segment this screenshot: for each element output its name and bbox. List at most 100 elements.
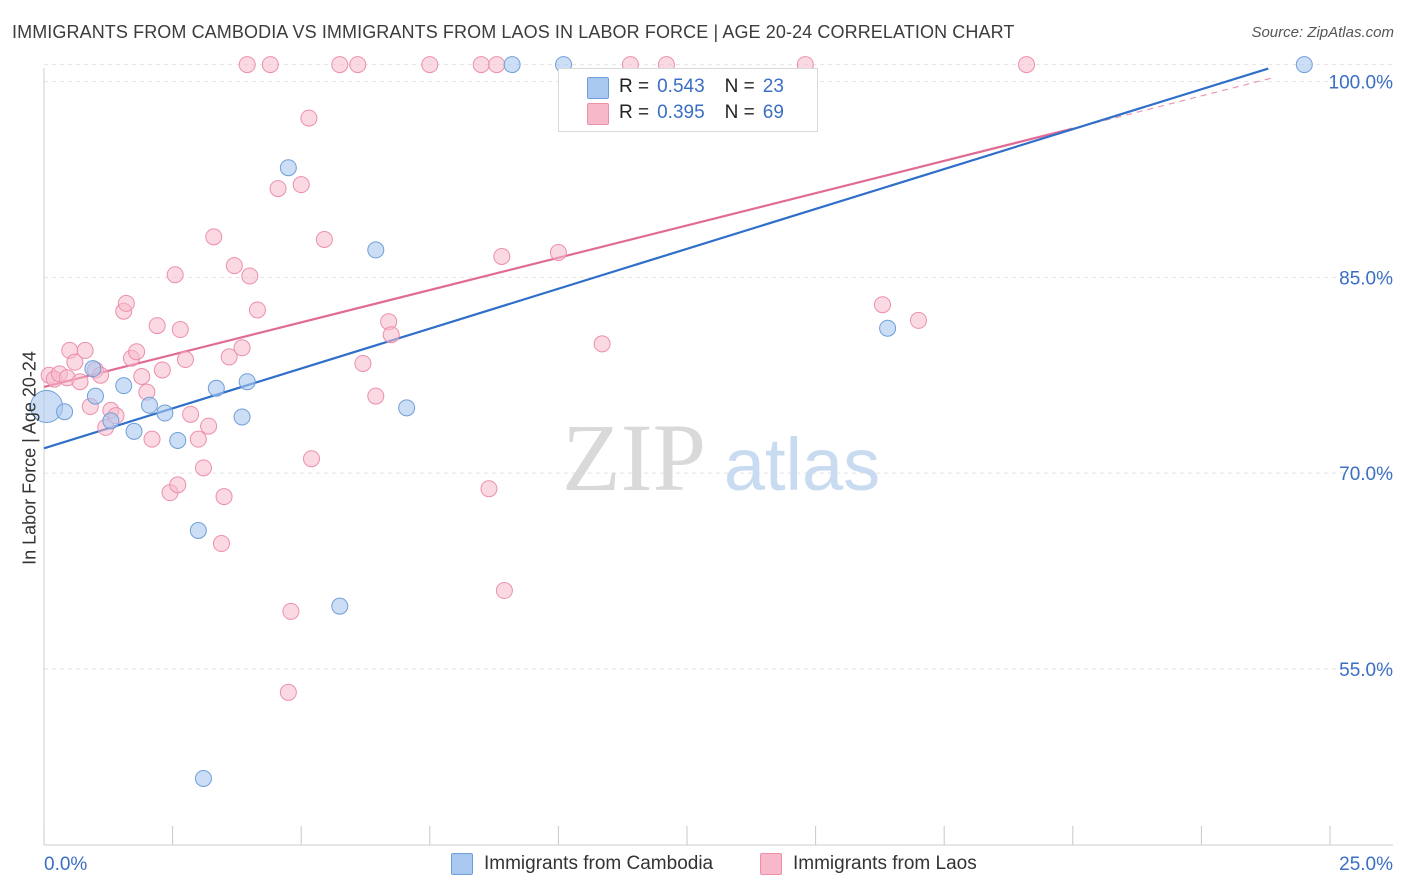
y-tick-label: 85.0% bbox=[1339, 268, 1393, 289]
bottom-legend-swatch-laos bbox=[760, 853, 782, 875]
data-point-cambodia bbox=[1295, 56, 1313, 74]
data-point-laos bbox=[241, 267, 259, 285]
y-tick-label: 70.0% bbox=[1339, 464, 1393, 485]
data-point-laos bbox=[205, 228, 223, 246]
watermark-atlas: atlas bbox=[724, 423, 880, 506]
data-point-laos bbox=[472, 56, 490, 74]
legend-swatch-cambodia bbox=[587, 77, 609, 99]
data-point-laos bbox=[248, 301, 266, 319]
trend-line-laos-extension bbox=[1072, 77, 1274, 130]
data-point-laos bbox=[169, 476, 187, 494]
data-point-laos bbox=[212, 535, 230, 553]
data-point-laos bbox=[300, 109, 318, 127]
data-point-laos bbox=[189, 430, 207, 448]
data-point-laos bbox=[148, 317, 166, 335]
data-point-laos bbox=[549, 244, 567, 262]
data-point-laos bbox=[128, 343, 146, 361]
data-point-laos bbox=[194, 459, 212, 477]
data-point-cambodia bbox=[140, 396, 158, 414]
data-point-laos bbox=[200, 417, 218, 435]
legend-r-value: 0.395 bbox=[657, 102, 705, 123]
data-point-laos bbox=[225, 257, 243, 275]
data-point-laos bbox=[176, 351, 194, 369]
data-point-laos bbox=[143, 430, 161, 448]
legend-n-value: 23 bbox=[762, 76, 784, 97]
data-point-laos bbox=[133, 368, 151, 386]
data-point-laos bbox=[292, 176, 310, 194]
data-point-laos bbox=[493, 247, 511, 265]
data-point-laos bbox=[171, 321, 189, 339]
bottom-legend-label-laos: Immigrants from Laos bbox=[793, 853, 977, 874]
y-tick-label: 55.0% bbox=[1339, 660, 1393, 681]
data-point-laos bbox=[261, 56, 279, 74]
data-point-laos bbox=[76, 341, 94, 359]
data-point-cambodia bbox=[367, 241, 385, 259]
grid-lines bbox=[44, 64, 1393, 670]
data-point-laos bbox=[349, 56, 367, 74]
data-points bbox=[30, 56, 1313, 787]
data-point-cambodia bbox=[194, 769, 212, 787]
data-point-laos bbox=[117, 294, 135, 312]
watermark-zip: ZIP bbox=[562, 404, 706, 511]
bottom-legend-laos: Immigrants from Laos bbox=[760, 850, 977, 878]
legend-n-value: 69 bbox=[762, 102, 784, 123]
data-point-laos bbox=[354, 354, 372, 372]
data-point-cambodia bbox=[879, 319, 897, 337]
data-point-laos bbox=[269, 180, 287, 198]
y-tick-label: 100.0% bbox=[1329, 73, 1394, 94]
legend-row-laos: R = 0.395 N = 69 bbox=[619, 101, 784, 125]
source-credit: Source: ZipAtlas.com bbox=[1251, 24, 1394, 41]
data-point-laos bbox=[331, 56, 349, 74]
data-point-laos bbox=[593, 335, 611, 353]
legend-row-cambodia: R = 0.543 N = 23 bbox=[619, 75, 784, 99]
tick-labels: 55.0% 70.0% 85.0% 100.0% 0.0% 25.0% bbox=[44, 73, 1393, 875]
data-point-cambodia bbox=[84, 360, 102, 378]
x-tick-label: 0.0% bbox=[44, 854, 87, 875]
data-point-cambodia bbox=[279, 159, 297, 177]
data-point-cambodia bbox=[102, 412, 120, 430]
x-tick-label: 25.0% bbox=[1339, 854, 1393, 875]
legend-swatch-laos bbox=[587, 103, 609, 125]
data-point-cambodia bbox=[156, 404, 174, 422]
data-point-laos bbox=[233, 339, 251, 357]
data-point-laos bbox=[66, 353, 84, 371]
data-point-laos bbox=[421, 56, 439, 74]
data-point-laos bbox=[166, 266, 184, 284]
data-point-cambodia bbox=[233, 408, 251, 426]
data-point-laos bbox=[1018, 56, 1036, 74]
legend-r-label: R = bbox=[619, 76, 650, 97]
bottom-legend-swatch-cambodia bbox=[451, 853, 473, 875]
data-point-laos bbox=[220, 348, 238, 366]
watermark: ZIP atlas bbox=[562, 404, 880, 511]
legend-r-label: R = bbox=[619, 102, 650, 123]
data-point-laos bbox=[367, 387, 385, 405]
data-point-laos bbox=[302, 450, 320, 468]
data-point-cambodia bbox=[207, 379, 225, 397]
data-point-laos bbox=[495, 582, 513, 600]
data-point-cambodia bbox=[115, 377, 133, 395]
bottom-legend-label-cambodia: Immigrants from Cambodia bbox=[484, 853, 714, 874]
legend-n-label: N = bbox=[724, 102, 755, 123]
data-point-laos bbox=[153, 361, 171, 379]
data-point-cambodia bbox=[169, 431, 187, 449]
data-point-laos bbox=[238, 56, 256, 74]
data-point-laos bbox=[873, 296, 891, 314]
data-point-laos bbox=[488, 56, 506, 74]
data-point-laos bbox=[279, 683, 297, 701]
data-point-laos bbox=[315, 230, 333, 248]
data-point-laos bbox=[909, 311, 927, 329]
data-point-laos bbox=[282, 602, 300, 620]
data-point-cambodia bbox=[86, 387, 104, 405]
data-point-laos bbox=[480, 480, 498, 498]
bottom-legend-cambodia: Immigrants from Cambodia bbox=[451, 850, 713, 878]
data-point-laos bbox=[71, 373, 89, 391]
data-point-laos bbox=[182, 405, 200, 423]
data-point-cambodia bbox=[125, 422, 143, 440]
chart-title: IMMIGRANTS FROM CAMBODIA VS IMMIGRANTS F… bbox=[12, 22, 1015, 42]
legend-n-label: N = bbox=[724, 76, 755, 97]
data-point-cambodia bbox=[398, 399, 416, 417]
data-point-cambodia bbox=[189, 521, 207, 539]
y-axis-label: In Labor Force | Age 20-24 bbox=[19, 351, 40, 565]
data-point-cambodia bbox=[331, 597, 349, 615]
